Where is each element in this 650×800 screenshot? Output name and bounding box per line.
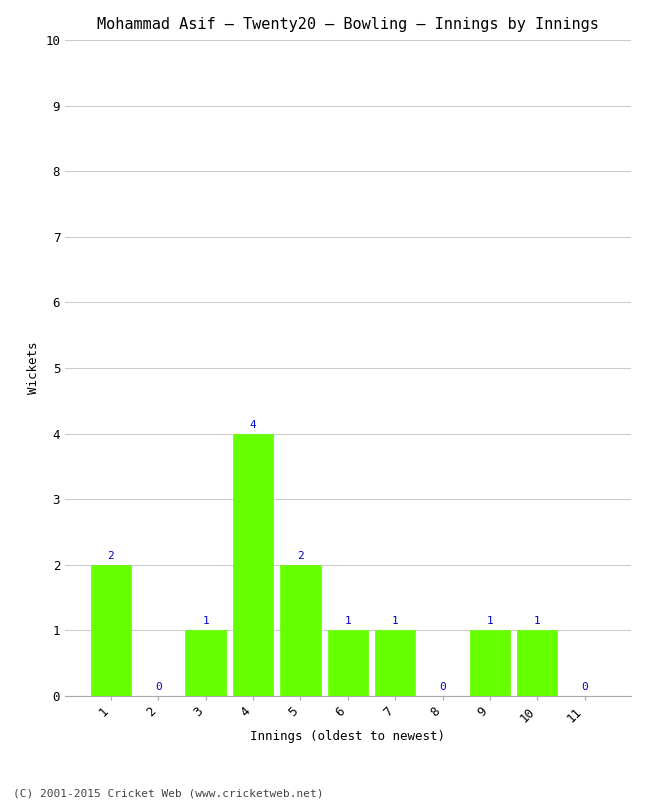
X-axis label: Innings (oldest to newest): Innings (oldest to newest) [250,730,445,743]
Text: 2: 2 [297,551,304,561]
Bar [233,434,273,696]
Text: 1: 1 [202,617,209,626]
Text: 1: 1 [486,617,493,626]
Text: 0: 0 [581,682,588,692]
Text: (C) 2001-2015 Cricket Web (www.cricketweb.net): (C) 2001-2015 Cricket Web (www.cricketwe… [13,788,324,798]
Title: Mohammad Asif – Twenty20 – Bowling – Innings by Innings: Mohammad Asif – Twenty20 – Bowling – Inn… [97,17,599,32]
Text: 1: 1 [534,617,541,626]
Text: 1: 1 [344,617,351,626]
Text: 2: 2 [107,551,114,561]
Bar [517,630,558,696]
Bar [328,630,368,696]
Text: 0: 0 [155,682,162,692]
Bar [470,630,510,696]
Bar [185,630,226,696]
Bar [91,565,131,696]
Bar [375,630,415,696]
Text: 0: 0 [439,682,446,692]
Bar [280,565,320,696]
Y-axis label: Wickets: Wickets [27,342,40,394]
Text: 1: 1 [392,617,398,626]
Text: 4: 4 [250,420,256,430]
